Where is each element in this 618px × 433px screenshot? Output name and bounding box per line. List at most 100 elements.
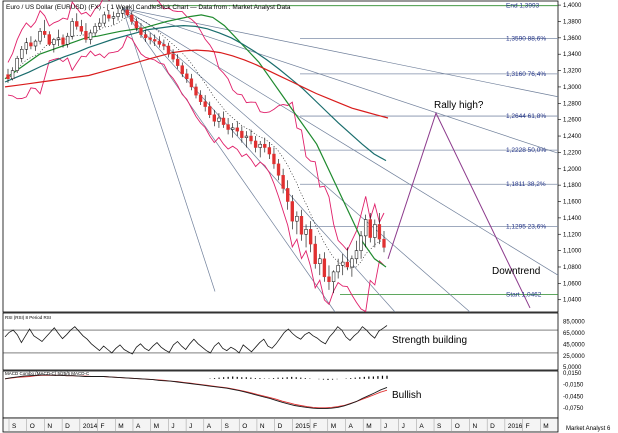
- time-tick-label: D: [490, 423, 495, 430]
- candle-bull: [70, 21, 74, 37]
- time-tick-label: J: [402, 423, 405, 430]
- time-tick-label: A: [419, 423, 424, 430]
- macd-panel-label: MACD Combo (MACD-C) 5/25/5 MACD-C: [5, 371, 90, 376]
- candle-bull: [120, 9, 125, 14]
- candle-bull: [24, 42, 29, 50]
- annotation-downtrend: Downtrend: [492, 266, 540, 277]
- candle-bull: [258, 143, 262, 148]
- time-tick-label: J: [189, 423, 192, 430]
- candle-bull: [65, 35, 70, 45]
- fib-level-label: 1,3160 76,4%: [506, 71, 546, 78]
- candle-bear: [368, 219, 372, 238]
- annotation-bullish: Bullish: [392, 390, 421, 401]
- candle-bear: [166, 45, 171, 55]
- time-tick-label: 2014: [83, 423, 98, 430]
- candle-bull: [88, 32, 93, 40]
- time-tick-label: F: [313, 423, 317, 430]
- candle-bear: [162, 44, 166, 47]
- fan-line: [122, 8, 559, 98]
- rsi-line: [4, 325, 388, 355]
- rsi-panel-frame: [2, 312, 559, 371]
- macd-tick-label: 0,0150: [563, 371, 582, 377]
- candle-bull: [304, 229, 308, 235]
- candle-bear: [153, 39, 157, 42]
- candle-bull: [331, 271, 336, 282]
- price-tick-label: 1,2200: [563, 150, 582, 156]
- time-axis-bar: [2, 417, 559, 433]
- time-tick-label: M: [543, 423, 548, 430]
- price-tick-label: 1,1600: [563, 200, 582, 206]
- price-tick-label: 1,3400: [563, 52, 582, 58]
- macd-tick-label: -0,0450: [563, 394, 584, 400]
- price-tick-label: 1,2400: [563, 134, 582, 140]
- candle-bull: [20, 49, 24, 59]
- time-tick-label: A: [207, 423, 212, 430]
- candle-bear: [263, 143, 267, 148]
- candle-bull: [354, 250, 359, 260]
- rsi-tick-label: 25,0000: [563, 354, 585, 360]
- price-tick-label: 1,3800: [563, 19, 582, 25]
- price-tick-label: 1,2000: [563, 167, 582, 173]
- macd-signal-line: [4, 374, 388, 409]
- candle-bear: [276, 163, 281, 176]
- candle-bear: [84, 31, 88, 40]
- price-tick-label: 1,1800: [563, 183, 582, 189]
- candle-bear: [249, 135, 253, 142]
- candle-bear: [212, 114, 217, 122]
- price-tick-label: 1,0800: [563, 265, 582, 271]
- candle-bear: [157, 40, 161, 45]
- candle-bear: [130, 14, 134, 22]
- candle-bull: [52, 39, 56, 45]
- price-tick-label: 1,4000: [563, 3, 582, 9]
- time-tick-label: 2015: [295, 423, 310, 430]
- candle-bear: [29, 42, 33, 47]
- candle-bull: [244, 135, 249, 138]
- candle-bear: [185, 73, 189, 79]
- candle-bull: [10, 70, 15, 79]
- time-tick-label: A: [136, 423, 141, 430]
- candle-bear: [308, 229, 313, 245]
- fib-level-label: 1,1811 38,2%: [506, 181, 546, 188]
- time-tick-label: M: [154, 423, 159, 430]
- rsi-tick-label: 65,0000: [563, 331, 585, 337]
- rsi-panel-label: RSI (RSI) 8 Period RSI: [5, 315, 51, 320]
- fib-level-label: 1,1295 23,6%: [506, 223, 546, 230]
- candle-bear: [327, 276, 331, 282]
- time-tick-label: S: [225, 423, 230, 430]
- candle-bear: [189, 78, 194, 88]
- chart-title: Euro / US Dollar (EURUSD) (FX) - [ 1 Wee…: [6, 4, 291, 11]
- time-tick-label: D: [65, 423, 70, 430]
- bollinger-mid-line: [7, 16, 385, 269]
- moving-average-red-line: [4, 49, 389, 119]
- fib-level-label: 1,2644 61,8%: [506, 113, 546, 120]
- time-tick-label: F: [526, 423, 530, 430]
- macd-tick-label: -0,0150: [563, 383, 584, 389]
- candle-bear: [377, 224, 382, 240]
- time-tick-label: N: [472, 423, 477, 430]
- macd-panel-frame: [2, 370, 559, 419]
- time-tick-label: M: [331, 423, 336, 430]
- candle-bear: [43, 31, 47, 35]
- fib-level-label: End 1,3993: [506, 3, 540, 10]
- time-tick-label: O: [30, 423, 35, 430]
- bollinger-upper-line: [7, 0, 385, 252]
- moving-average-teal-line: [4, 24, 387, 162]
- price-tick-label: 1,1000: [563, 249, 582, 255]
- candle-bull: [318, 258, 322, 264]
- candle-bull: [102, 14, 106, 24]
- time-tick-label: S: [437, 423, 442, 430]
- candle-bear: [75, 21, 79, 27]
- candle-bear: [134, 21, 139, 29]
- candle-bear: [208, 106, 212, 116]
- candle-bull: [15, 58, 19, 71]
- candle-bear: [198, 94, 203, 102]
- annotation-rally: Rally high?: [434, 100, 484, 111]
- fib-level-label: 1,3590 88,6%: [506, 36, 546, 43]
- price-tick-label: 1,3000: [563, 85, 582, 91]
- candle-bull: [359, 235, 363, 251]
- candle-bull: [363, 219, 368, 237]
- candle-bear: [226, 124, 230, 130]
- candle-bull: [38, 31, 42, 42]
- candle-bear: [139, 27, 143, 35]
